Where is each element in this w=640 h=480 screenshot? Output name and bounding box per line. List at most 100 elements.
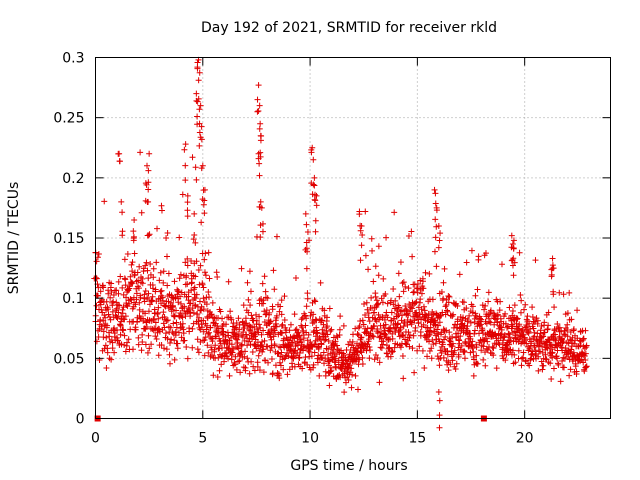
data-point	[426, 270, 433, 277]
data-point	[155, 304, 162, 311]
data-point	[382, 331, 389, 338]
data-point	[555, 361, 562, 368]
data-point	[146, 150, 153, 157]
data-point	[435, 389, 442, 396]
data-point	[184, 281, 191, 288]
data-point	[498, 261, 505, 268]
data-point	[171, 278, 178, 285]
data-point	[278, 349, 285, 356]
data-point	[496, 307, 503, 314]
data-point	[214, 273, 221, 280]
data-point	[445, 299, 452, 306]
plot-frame	[95, 57, 611, 419]
data-point	[163, 234, 170, 241]
data-point	[547, 341, 554, 348]
data-point	[474, 360, 481, 367]
data-point	[452, 366, 459, 373]
data-point	[566, 289, 573, 296]
data-point	[510, 237, 517, 244]
data-point	[356, 323, 363, 330]
data-point	[444, 351, 451, 358]
data-point	[493, 365, 500, 372]
data-point	[570, 349, 577, 356]
data-point	[154, 225, 161, 232]
data-point	[564, 333, 571, 340]
data-point	[437, 230, 444, 237]
data-point	[166, 351, 173, 358]
data-point	[434, 326, 441, 333]
data-point	[411, 288, 418, 295]
data-point	[303, 239, 310, 246]
data-point	[242, 315, 249, 322]
data-point	[184, 355, 191, 362]
data-point	[357, 334, 364, 341]
data-point	[124, 251, 131, 258]
data-point	[149, 293, 156, 300]
data-point	[242, 348, 249, 355]
data-point	[156, 326, 163, 333]
data-point	[428, 345, 435, 352]
data-point	[384, 300, 391, 307]
data-point	[421, 307, 428, 314]
data-point	[539, 343, 546, 350]
data-point	[270, 267, 277, 274]
data-point	[551, 304, 558, 311]
data-point	[409, 253, 416, 260]
data-point	[207, 324, 214, 331]
data-point	[113, 314, 120, 321]
data-point	[461, 347, 468, 354]
data-point	[141, 291, 148, 298]
data-point	[532, 352, 539, 359]
data-point	[432, 234, 439, 241]
data-point	[139, 338, 146, 345]
data-point	[143, 324, 150, 331]
data-point	[189, 154, 196, 161]
data-point	[289, 354, 296, 361]
data-point	[189, 325, 196, 332]
data-point	[303, 303, 310, 310]
data-point	[162, 303, 169, 310]
data-point	[253, 311, 260, 318]
data-point	[182, 141, 189, 148]
data-point	[254, 96, 261, 103]
data-point	[422, 311, 429, 318]
data-point	[184, 207, 191, 214]
data-point	[173, 307, 179, 314]
data-point	[128, 279, 135, 286]
data-point	[160, 320, 167, 327]
data-point	[426, 338, 433, 345]
data-point	[397, 324, 404, 331]
data-point	[406, 308, 413, 315]
y-tick-label: 0	[76, 412, 85, 428]
x-axis-label: GPS time / hours	[290, 458, 407, 474]
data-point	[247, 288, 254, 295]
data-point	[303, 315, 310, 322]
data-point	[389, 348, 396, 355]
data-point	[526, 320, 533, 327]
data-point	[188, 257, 195, 264]
data-point	[300, 328, 307, 335]
data-points	[91, 56, 590, 431]
data-point	[180, 330, 187, 337]
data-point	[548, 271, 555, 278]
data-point	[194, 59, 201, 66]
data-point	[302, 354, 309, 361]
data-point	[494, 311, 501, 318]
data-point	[467, 349, 474, 356]
data-point	[164, 317, 171, 324]
data-point	[540, 362, 547, 369]
data-point	[113, 305, 120, 312]
data-point	[257, 324, 264, 331]
data-point	[243, 331, 250, 338]
data-point	[213, 269, 220, 276]
data-point	[117, 273, 124, 280]
data-point	[510, 244, 517, 251]
data-point	[272, 329, 278, 336]
data-point	[312, 341, 319, 348]
data-point	[257, 198, 264, 205]
data-point	[356, 356, 363, 363]
data-point	[181, 146, 188, 153]
data-point	[390, 301, 397, 308]
data-point	[109, 302, 116, 309]
data-point	[485, 298, 492, 305]
